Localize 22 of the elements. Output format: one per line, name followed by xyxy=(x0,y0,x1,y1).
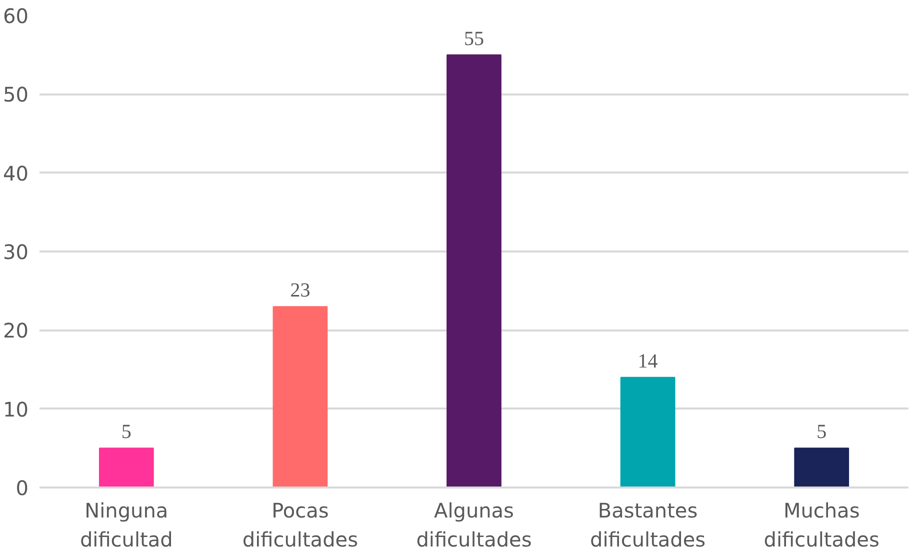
data-label: 14 xyxy=(638,350,658,372)
bar xyxy=(98,448,154,488)
y-tick-label: 20 xyxy=(3,318,29,343)
data-label: 5 xyxy=(816,421,827,444)
x-tick-label: Muchas dificultades xyxy=(764,498,880,552)
y-tick-label: 50 xyxy=(3,82,29,107)
y-tick-label: 10 xyxy=(3,397,29,422)
x-tick-label: Algunas dificultades xyxy=(416,498,532,552)
y-tick-label: 40 xyxy=(3,161,29,186)
bar xyxy=(272,306,328,488)
y-tick-label: 30 xyxy=(3,240,29,264)
data-label: 23 xyxy=(290,280,310,302)
x-tick-label: Pocas dificultades xyxy=(242,498,358,552)
bar xyxy=(446,54,502,488)
bar xyxy=(620,376,676,488)
bar xyxy=(794,448,850,488)
y-tick-label: 0 xyxy=(16,476,29,500)
data-label: 5 xyxy=(121,421,132,444)
data-label: 55 xyxy=(464,28,484,50)
x-tick-label: Bastantes dificultades xyxy=(590,498,706,552)
y-tick-label: 60 xyxy=(3,4,29,28)
x-tick-label: Ninguna dificultad xyxy=(80,498,173,552)
